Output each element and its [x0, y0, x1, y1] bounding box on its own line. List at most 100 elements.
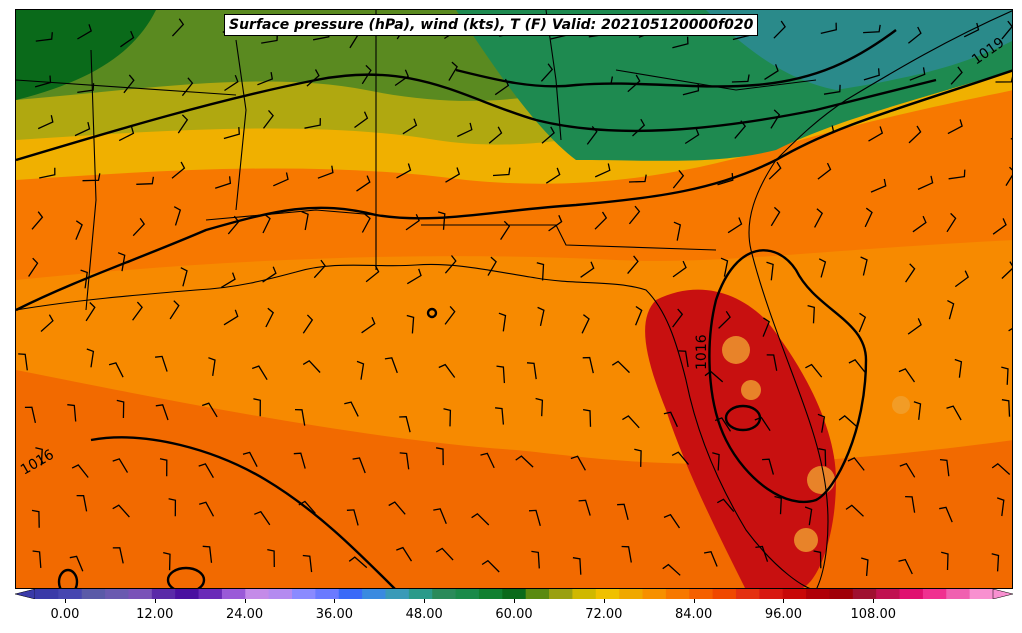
- wind-barb: [621, 545, 632, 563]
- wind-barb: [954, 270, 970, 288]
- wind-barb: [208, 357, 216, 376]
- wind-barb: [682, 83, 700, 96]
- wind-barb: [628, 174, 647, 183]
- wind-barb: [301, 210, 309, 231]
- colorbar-segment: [806, 589, 830, 599]
- wind-barb: [673, 221, 682, 241]
- wind-barb: [672, 36, 689, 49]
- wind-barb: [85, 302, 96, 322]
- wind-barb: [627, 255, 639, 275]
- wind-barb: [198, 463, 214, 479]
- wind-barb: [814, 208, 824, 228]
- wind-barb: [223, 127, 240, 140]
- weather-map: 1019 1016 1016: [16, 10, 1012, 588]
- wind-barb: [684, 128, 700, 145]
- colorbar-segment: [829, 589, 854, 599]
- colorbar-segment: [432, 589, 457, 599]
- wind-barb: [180, 267, 188, 287]
- wind-barb: [35, 32, 53, 42]
- wind-barb: [352, 457, 366, 474]
- colorbar-segment: [268, 589, 293, 599]
- colorbar-tickmark: [334, 599, 336, 603]
- colorbar-segment: [338, 589, 363, 599]
- wind-barb: [171, 161, 186, 179]
- wind-barb: [663, 513, 681, 529]
- wind-barb: [905, 263, 916, 283]
- wind-barb: [838, 415, 858, 427]
- wind-barb: [435, 547, 454, 561]
- wind-barb: [168, 498, 177, 517]
- wind-barb: [755, 545, 769, 562]
- wind-barb: [627, 74, 641, 93]
- colorbar-segment: [362, 589, 386, 599]
- isobar-label: 1016: [694, 334, 710, 370]
- wind-barb: [817, 413, 826, 433]
- colorbar-tick-label: 12.00: [136, 607, 174, 622]
- colorbar-tickmark: [873, 599, 875, 603]
- colorbar-segment: [455, 589, 480, 599]
- wind-barb: [628, 205, 641, 225]
- wind-barb: [444, 255, 457, 274]
- wind-barb: [346, 509, 359, 526]
- wind-barb: [365, 265, 380, 283]
- wind-barb: [273, 172, 289, 187]
- wind-barb: [31, 211, 44, 230]
- wind-barb: [136, 176, 155, 185]
- wind-barb: [762, 458, 775, 475]
- wind-barb: [202, 545, 213, 563]
- wind-barb: [634, 448, 642, 467]
- wind-barb: [717, 173, 734, 186]
- colorbar-extend-low: [15, 589, 36, 599]
- wind-barb: [199, 501, 215, 517]
- colorbar-segment: [549, 589, 573, 599]
- wind-barb: [304, 118, 321, 129]
- isobars: [16, 29, 1012, 588]
- wind-barb: [155, 404, 169, 421]
- colorbar: [15, 589, 1013, 599]
- wind-barb: [71, 464, 89, 478]
- wind-barb: [201, 402, 218, 418]
- colorbar-segment: [759, 589, 784, 599]
- wind-barb: [535, 397, 544, 417]
- wind-barb: [672, 308, 684, 328]
- wind-barb: [74, 121, 91, 137]
- colorbar-tick-label: 96.00: [764, 607, 803, 622]
- wind-barb: [858, 312, 867, 333]
- wind-barb: [435, 447, 444, 466]
- wind-barb: [939, 458, 950, 477]
- wind-barb: [845, 504, 864, 517]
- wind-barb: [720, 257, 729, 277]
- colorbar-segment: [58, 589, 83, 599]
- wind-barb: [770, 109, 781, 129]
- colorbar-tick-label: 0.00: [50, 607, 80, 622]
- wind-barb: [112, 504, 130, 518]
- wind-barb: [155, 355, 168, 372]
- wind-barb: [313, 259, 326, 279]
- wind-barb: [528, 509, 541, 526]
- wind-barb: [863, 24, 881, 34]
- colorbar-segment: [782, 589, 807, 599]
- wind-barb: [545, 167, 561, 184]
- colorbar-tick-label: 108.00: [850, 607, 897, 622]
- wind-barb: [361, 213, 371, 233]
- wind-barb: [500, 220, 511, 240]
- wind-barb: [861, 557, 869, 576]
- wind-barb: [471, 512, 490, 526]
- wind-barb: [909, 67, 926, 81]
- colorbar-segment: [969, 589, 994, 599]
- wind-barb: [306, 69, 320, 87]
- wind-barb: [718, 310, 731, 329]
- wind-barb: [818, 125, 835, 140]
- wind-barb: [907, 318, 922, 335]
- wind-barb: [992, 218, 1007, 235]
- wind-barb: [181, 77, 194, 97]
- wind-barb: [515, 455, 534, 468]
- wind-barb: [171, 18, 185, 37]
- colorbar-tickmark: [783, 599, 785, 603]
- wind-barb: [946, 405, 962, 421]
- wind-barb: [159, 458, 168, 477]
- colorbar-tickmark: [64, 599, 66, 603]
- colorbar-tick-label: 48.00: [405, 607, 443, 622]
- wind-barb: [399, 416, 411, 433]
- wind-barb: [444, 305, 456, 325]
